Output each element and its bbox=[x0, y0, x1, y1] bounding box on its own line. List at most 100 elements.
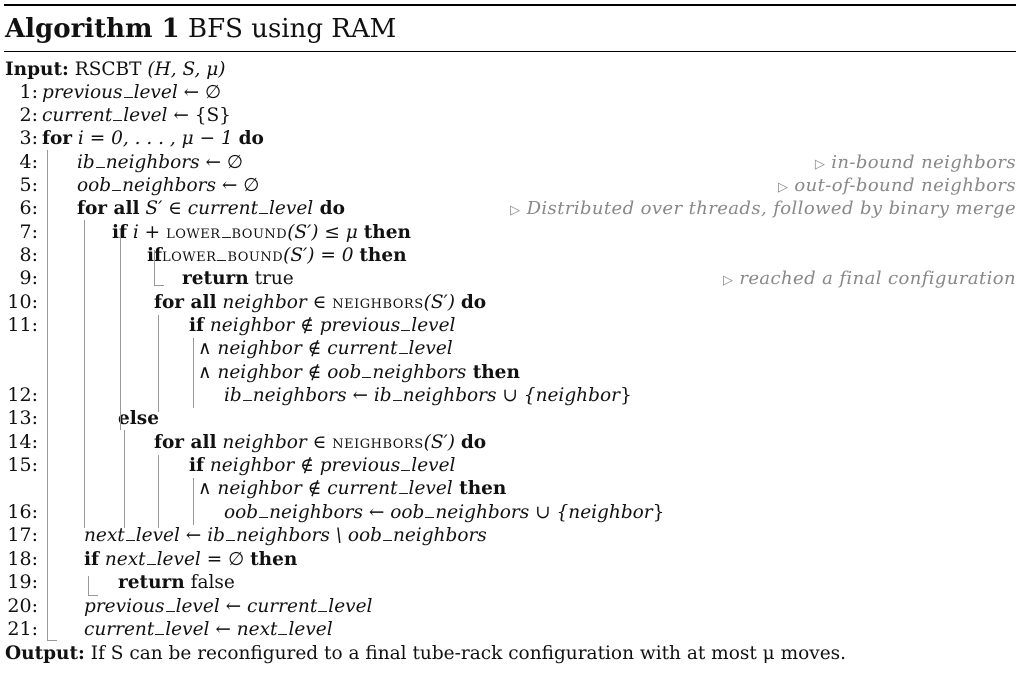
expression: ∉ bbox=[301, 338, 328, 359]
underscore-glyph bbox=[382, 525, 392, 541]
expression: i + bbox=[127, 222, 167, 243]
variable: ib neighbors bbox=[77, 152, 200, 173]
top-rule bbox=[4, 4, 1016, 6]
variable: neighbor bbox=[216, 292, 307, 313]
variable: current level bbox=[327, 338, 452, 359]
keyword: then bbox=[452, 478, 507, 499]
line-number: 17: bbox=[7, 524, 38, 546]
algorithm-line: 11: if neighbor ∉ previous level bbox=[0, 314, 1018, 337]
algorithm-line: 1: previous level ← ∅ bbox=[0, 81, 1018, 104]
expression-tail: false bbox=[184, 572, 235, 593]
underscore-glyph bbox=[425, 502, 435, 518]
operator: = ∅ bbox=[200, 549, 251, 570]
indent-guide bbox=[120, 230, 121, 430]
algorithm-line: 5: oob neighbors ← ∅ ▷ out-of-bound neighbor… bbox=[0, 174, 1018, 197]
algorithm-line: 13: else bbox=[0, 407, 1018, 430]
variable-part: current bbox=[84, 619, 155, 640]
variable: previous level bbox=[84, 596, 220, 617]
output-label: Output: bbox=[5, 643, 85, 664]
operator: ← bbox=[346, 385, 374, 406]
line-number: 16: bbox=[7, 501, 38, 523]
line-number: 15: bbox=[7, 454, 38, 476]
input-args: (H, S, μ) bbox=[147, 59, 226, 80]
variable-part: level bbox=[411, 455, 456, 476]
line-number: 12: bbox=[7, 384, 38, 406]
variable-part: oob bbox=[347, 525, 382, 546]
indent-guide bbox=[47, 150, 48, 640]
line-code: previous level ← ∅ bbox=[42, 81, 221, 104]
line-number: 1: bbox=[19, 81, 39, 103]
line-code: ∧ neighbor ∉ oob neighbors then bbox=[198, 361, 520, 384]
underscore-glyph bbox=[278, 619, 288, 635]
underscore-glyph bbox=[146, 549, 156, 565]
underscore-glyph bbox=[259, 198, 269, 214]
variable-part: level bbox=[288, 619, 333, 640]
logic-and: ∧ bbox=[198, 362, 218, 383]
comment-triangle-icon: ▷ bbox=[510, 203, 521, 218]
procedure-part: bound bbox=[227, 245, 284, 266]
expression: ∉ bbox=[301, 478, 328, 499]
variable: neighbor bbox=[217, 478, 302, 499]
algorithm-line: 15: if neighbor ∉ previous level bbox=[0, 454, 1018, 477]
line-code: current level ← {S} bbox=[42, 104, 231, 127]
variable: current level bbox=[42, 105, 167, 126]
line-number: 13: bbox=[7, 407, 38, 429]
indent-guide bbox=[158, 315, 159, 412]
operator: ← bbox=[209, 619, 237, 640]
logic-and: ∧ bbox=[198, 478, 218, 499]
underscore-glyph bbox=[217, 245, 227, 261]
variable-part: level bbox=[408, 338, 453, 359]
line-comment: ▷ Distributed over threads, followed by b… bbox=[510, 197, 1016, 222]
operator: ← bbox=[362, 502, 391, 523]
line-number: 8: bbox=[19, 244, 39, 266]
line-code: ib neighbors ← ib neighbors ∪ {neighbor} bbox=[224, 384, 632, 407]
variable: neighbor bbox=[568, 502, 653, 523]
algorithm-line: 2: current level ← {S} bbox=[0, 104, 1018, 127]
variable: oob neighbors bbox=[224, 502, 363, 523]
variable-part: level bbox=[328, 596, 373, 617]
line-code: oob neighbors ← oob neighbors ∪ {neighbor} bbox=[224, 501, 664, 524]
line-number: 4: bbox=[19, 151, 39, 173]
variable: neighbor bbox=[217, 362, 302, 383]
variable: neighbor bbox=[204, 315, 295, 336]
variable: oob neighbors bbox=[77, 175, 216, 196]
variable-part: oob bbox=[390, 502, 425, 523]
algorithm-line: 17: next level ← ib neighbors \ oob neighbor… bbox=[0, 524, 1018, 547]
keyword: else bbox=[118, 408, 159, 429]
line-code: for all S′ ∈ current level do bbox=[77, 197, 345, 220]
line-comment: ▷ reached a final configuration bbox=[723, 267, 1016, 292]
variable-part: level bbox=[269, 198, 314, 219]
brace: } bbox=[619, 385, 632, 406]
operator: ← bbox=[179, 525, 208, 546]
line-code: if next level = ∅ then bbox=[84, 548, 297, 571]
output-line: Output: If S can be reconfigured to a fi… bbox=[5, 642, 846, 666]
keyword: do bbox=[313, 198, 345, 219]
output-text: If S can be reconfigured to a final tube… bbox=[90, 643, 847, 664]
variable: current level bbox=[247, 596, 372, 617]
variable: neighbor bbox=[217, 338, 302, 359]
algorithm-line: 4: ib neighbors ← ∅ ▷ in-bound neighbors bbox=[0, 151, 1018, 174]
variable-part: previous bbox=[84, 596, 165, 617]
line-number: 14: bbox=[7, 431, 38, 453]
keyword: for all bbox=[77, 198, 140, 219]
variable: neighbor bbox=[535, 385, 620, 406]
variable-part: neighbors bbox=[122, 175, 216, 196]
operator: ← ∅ bbox=[215, 175, 260, 196]
expression-tail: ∪ { bbox=[529, 502, 569, 523]
brace: } bbox=[652, 502, 665, 523]
operator: ← ∅ bbox=[199, 152, 244, 173]
procedure-name: lower bound bbox=[162, 245, 283, 266]
underscore-glyph bbox=[123, 82, 133, 98]
variable-part: oob bbox=[77, 175, 112, 196]
indent-guide bbox=[193, 478, 194, 525]
expression: S′ ∈ bbox=[139, 198, 188, 219]
comment-text: out-of-bound neighbors bbox=[794, 175, 1016, 196]
variable-part: previous bbox=[319, 455, 401, 476]
line-code: current level ← next level bbox=[84, 618, 333, 641]
variable-part: ib bbox=[373, 385, 392, 406]
line-comment: ▷ in-bound neighbors bbox=[815, 151, 1016, 176]
comment-text: in-bound neighbors bbox=[831, 152, 1016, 173]
keyword: if bbox=[84, 549, 99, 570]
algorithm-line: 6: for all S′ ∈ current level do ▷ Distribut… bbox=[0, 197, 1018, 220]
variable: next level bbox=[84, 525, 180, 546]
